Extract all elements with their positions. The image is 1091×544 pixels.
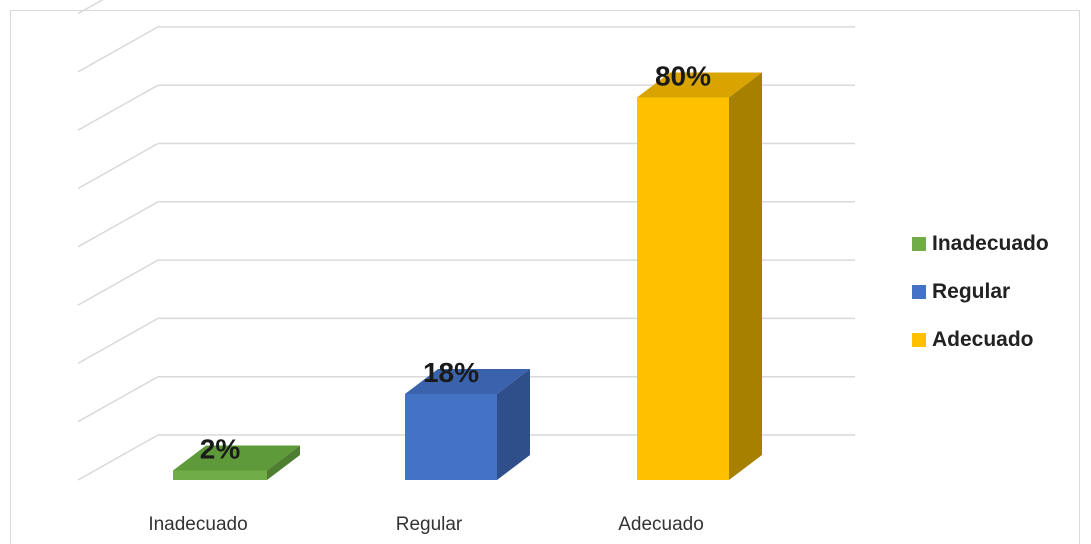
gridline-diagonal [77,142,159,190]
bar-side-inadecuado [267,445,300,480]
legend-item-adecuado: Adecuado [912,316,1049,364]
data-label-inadecuado: 2% [200,433,241,464]
legend-item-inadecuado: Inadecuado [912,220,1049,268]
gridline-diagonal [77,201,159,248]
data-label-adecuado: 80% [655,61,711,92]
gridline-diagonal [77,259,159,306]
bar-top-adecuado [637,72,762,98]
gridline-diagonal [77,317,159,365]
gridline-diagonal [77,434,159,481]
data-labels: 2% 18% 80% [200,61,711,465]
bar-side-regular [497,368,530,480]
bar-regular [405,393,497,480]
bar-top-inadecuado [173,445,300,471]
bar-side-adecuado [729,72,762,480]
bars [173,72,762,480]
legend: Inadecuado Regular Adecuado [912,220,1049,364]
chart-frame [10,10,1080,544]
tick-label-adecuado: Adecuado [618,514,704,535]
legend-swatch-inadecuado [912,237,926,251]
tick-label-inadecuado: Inadecuado [148,514,247,535]
x-axis-tick-labels: Inadecuado Regular Adecuado [148,514,703,535]
legend-item-regular: Regular [912,268,1049,316]
gridline-diagonal [77,26,159,73]
gridline-diagonal [77,376,159,423]
bar-adecuado [637,97,729,480]
gridline-diagonal [77,0,104,15]
legend-label: Adecuado [932,328,1034,351]
legend-swatch-adecuado [912,333,926,347]
gridline-diagonal [77,84,159,131]
bar-top-regular [405,368,530,394]
data-label-regular: 18% [423,357,479,388]
legend-swatch-regular [912,285,926,299]
legend-label: Regular [932,280,1011,303]
legend-label: Inadecuado [932,232,1049,255]
tick-label-regular: Regular [396,514,463,535]
bar-inadecuado [173,470,267,480]
